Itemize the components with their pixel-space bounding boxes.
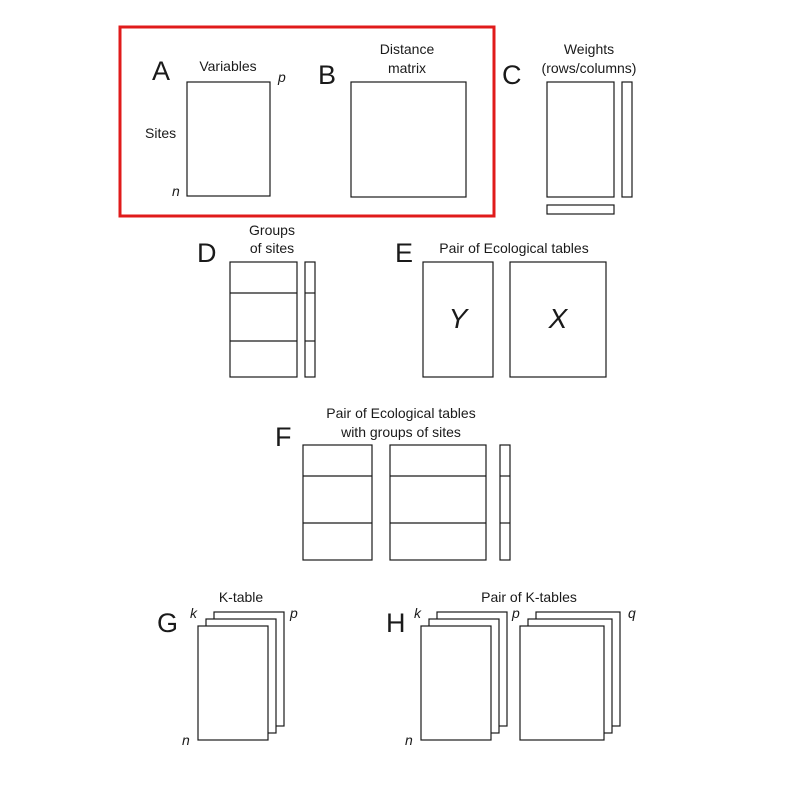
panel-h-letter: H bbox=[386, 608, 406, 638]
n-label: n bbox=[405, 732, 413, 748]
of-sites-label: of sites bbox=[250, 240, 294, 256]
panel-a-letter: A bbox=[152, 56, 170, 86]
panel-d-letter: D bbox=[197, 238, 217, 268]
sites-label: Sites bbox=[145, 125, 176, 141]
distance-matrix-box bbox=[350, 81, 467, 198]
panel-d: D Groups of sites bbox=[197, 222, 316, 378]
panel-c-letter: C bbox=[502, 60, 522, 90]
n-label: n bbox=[172, 183, 180, 199]
q-label: q bbox=[628, 605, 636, 621]
panel-f-letter: F bbox=[275, 422, 292, 452]
rows-columns-label: (rows/columns) bbox=[542, 60, 637, 76]
variables-label: Variables bbox=[199, 58, 256, 74]
y-grouped-table-box bbox=[302, 444, 373, 561]
panel-f: F Pair of Ecological tables with groups … bbox=[275, 405, 511, 561]
p-label: p bbox=[289, 605, 298, 621]
table-box bbox=[546, 81, 615, 198]
panel-g-letter: G bbox=[157, 608, 178, 638]
column-weights-box bbox=[546, 204, 615, 215]
pair-tables-label: Pair of Ecological tables bbox=[326, 405, 475, 421]
y-label: Y bbox=[449, 303, 470, 334]
k-table-layer bbox=[420, 625, 492, 741]
x-table-box bbox=[509, 261, 607, 378]
p-label: p bbox=[277, 69, 286, 85]
row-weights-box bbox=[621, 81, 633, 198]
y-table-box bbox=[422, 261, 494, 378]
groups-label: Groups bbox=[249, 222, 295, 238]
n-label: n bbox=[182, 732, 190, 748]
panel-b-letter: B bbox=[318, 60, 336, 90]
p-label: p bbox=[511, 605, 520, 621]
panel-g: G K-table k p n bbox=[157, 589, 298, 748]
grouped-table-box bbox=[229, 261, 298, 378]
panel-a: A Variables p Sites n bbox=[145, 56, 286, 199]
with-groups-label: with groups of sites bbox=[340, 424, 461, 440]
highlight-frame bbox=[118, 25, 496, 218]
data-table-box bbox=[186, 81, 271, 197]
k-label: k bbox=[190, 605, 198, 621]
panel-e-letter: E bbox=[395, 238, 413, 268]
weights-label: Weights bbox=[564, 41, 614, 57]
k-table-label: K-table bbox=[219, 589, 264, 605]
panel-e: E Pair of Ecological tables Y X bbox=[395, 238, 607, 378]
panel-c: C Weights (rows/columns) bbox=[502, 41, 637, 215]
group-factor-box bbox=[499, 444, 511, 561]
panel-b: B Distance matrix bbox=[318, 41, 467, 198]
group-factor-box bbox=[304, 261, 316, 378]
k-table-layer bbox=[197, 625, 269, 741]
k-table-layer bbox=[519, 625, 605, 741]
x-label: X bbox=[548, 303, 569, 334]
matrix-label: matrix bbox=[388, 60, 426, 76]
pair-tables-label: Pair of Ecological tables bbox=[439, 240, 588, 256]
panel-h: H Pair of K-tables k p q n bbox=[386, 589, 636, 748]
pair-k-tables-label: Pair of K-tables bbox=[481, 589, 577, 605]
distance-label: Distance bbox=[380, 41, 435, 57]
k-label: k bbox=[414, 605, 422, 621]
x-grouped-table-box bbox=[389, 444, 487, 561]
